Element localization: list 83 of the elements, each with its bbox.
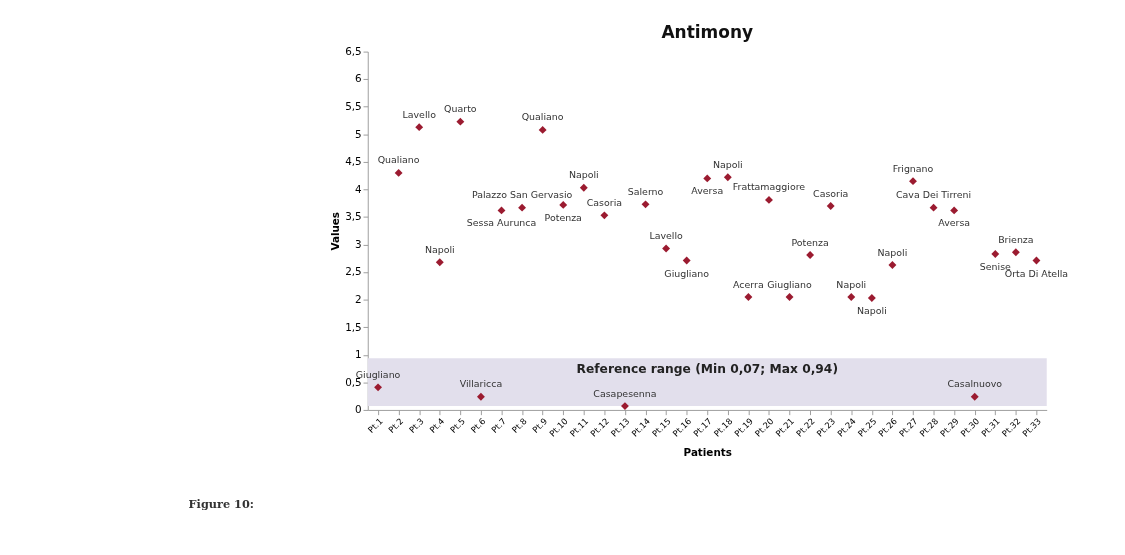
y-tick-label: 6 (355, 72, 362, 85)
point (970, 392, 979, 401)
annotation: Aversa (938, 217, 971, 229)
y-tick-label: 3 (355, 237, 362, 250)
point (559, 200, 568, 209)
point (991, 250, 1000, 258)
annotation: Quarto (444, 103, 477, 115)
annotation: Lavello (649, 230, 684, 241)
band-label: Reference range (Min 0,07; Max 0,94) (576, 362, 838, 377)
annotation: Sessa Aurunca (466, 217, 537, 229)
annotation: Cava Dei Tirreni (895, 189, 972, 201)
point (518, 203, 527, 212)
chart-title: Antimony (661, 22, 754, 43)
point (435, 258, 444, 267)
annotation: Casoria (586, 196, 623, 208)
point (723, 173, 732, 182)
y-tick-label: 1 (355, 348, 362, 361)
point (929, 203, 938, 212)
annotation: Frattamaggiore (732, 181, 806, 193)
point (456, 117, 465, 126)
point (662, 244, 671, 253)
annotation: Casalnuovo (947, 378, 1003, 390)
annotation: Napoli (856, 305, 887, 317)
point (579, 183, 588, 192)
annotation: Frignano (892, 162, 934, 174)
annotation: Qualiano (377, 154, 420, 166)
point (765, 195, 773, 204)
point (476, 392, 485, 401)
annotation: Giugliano (664, 267, 710, 279)
y-tick-label: 1,5 (345, 320, 362, 333)
annotation: Napoli (877, 246, 908, 258)
annotation: Salerno (627, 185, 664, 197)
y-axis-title: Values (329, 211, 342, 251)
point (682, 256, 691, 265)
point (538, 125, 547, 134)
annotation: Casapesenna (593, 387, 657, 399)
y-tick-label: 3,5 (345, 210, 362, 223)
annotation: Potenza (544, 211, 582, 223)
y-tick-label: 2,5 (345, 265, 362, 278)
annotation: Lavello (402, 108, 437, 120)
y-tick-label: 6,5 (345, 44, 362, 57)
point (806, 251, 815, 259)
y-tick-label: 4,5 (345, 155, 362, 168)
annotation: Qualiano (521, 111, 564, 123)
y-tick-label: 0 (355, 403, 362, 416)
y-tick-label: 5 (355, 127, 362, 140)
point (1011, 248, 1020, 257)
point (847, 293, 856, 301)
annotation: Potenza (791, 236, 829, 248)
annotation: Aversa (691, 185, 724, 197)
point (909, 177, 917, 186)
point (950, 206, 959, 215)
caption: Figure 10: (188, 497, 254, 512)
y-tick-label: 5,5 (345, 100, 362, 113)
point (703, 174, 712, 183)
y-tick-label: 4 (355, 182, 363, 195)
annotation: Palazzo San Gervasio (471, 189, 573, 201)
annotation: Acerra (733, 278, 764, 290)
annotation: Casoria (813, 187, 849, 199)
annotation: Napoli (568, 169, 599, 181)
point (415, 123, 424, 132)
annotation: Giugliano (767, 278, 813, 290)
point (888, 261, 897, 269)
annotation: Napoli (424, 243, 455, 255)
annotation: Giugliano (355, 368, 401, 380)
point (785, 293, 794, 301)
x-tick-label: Pt.1 (365, 416, 385, 435)
annotation: Napoli (712, 158, 743, 170)
y-tick-label: 2 (355, 293, 362, 306)
point (1032, 256, 1041, 265)
annotation: Brienza (998, 233, 1034, 245)
point (621, 402, 629, 411)
annotation: Napoli (836, 278, 867, 290)
point (867, 294, 876, 302)
annotation: Villaricca (459, 378, 503, 390)
point (600, 211, 609, 220)
point (497, 206, 506, 215)
point (744, 293, 753, 301)
point (641, 200, 650, 209)
point (826, 202, 835, 210)
x-axis-title: Patients (683, 446, 732, 459)
point (374, 383, 382, 392)
point (394, 168, 403, 177)
